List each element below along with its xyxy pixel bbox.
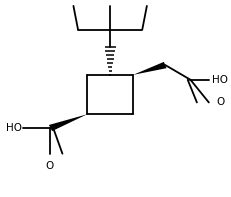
Text: O: O <box>216 98 224 107</box>
Polygon shape <box>133 62 166 75</box>
Text: O: O <box>45 162 53 171</box>
Text: HO: HO <box>6 123 22 133</box>
Polygon shape <box>49 114 87 131</box>
Text: HO: HO <box>211 75 227 85</box>
